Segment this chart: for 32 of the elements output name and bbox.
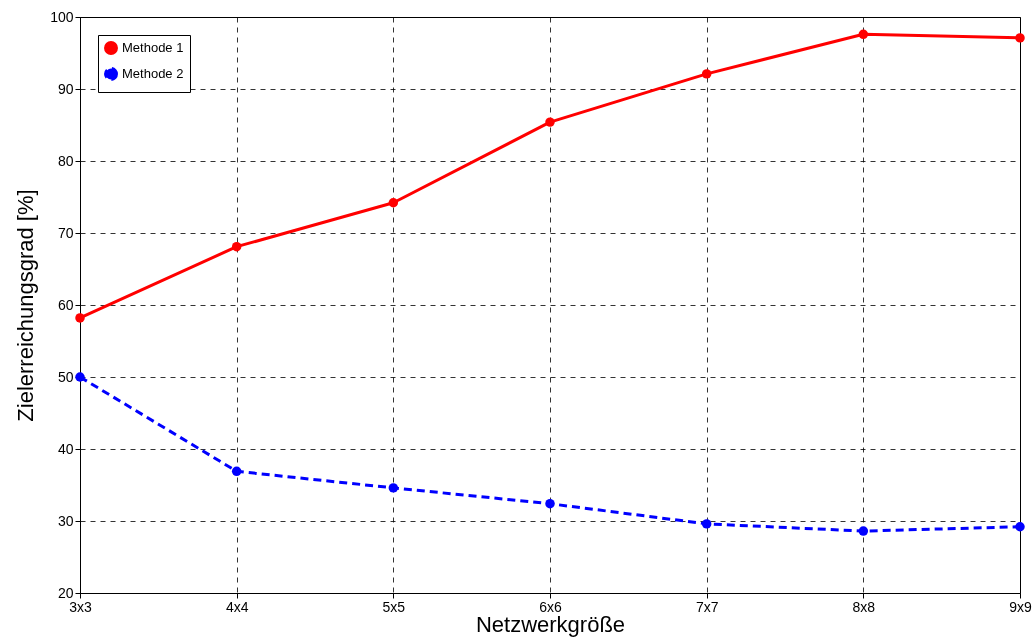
point [1015, 33, 1025, 43]
point [1015, 522, 1025, 532]
point [858, 526, 869, 536]
legend-label: Methode 1 [122, 40, 184, 55]
x-tick-label: 5x5 [382, 598, 406, 615]
y-tick-label: 90 [57, 80, 74, 97]
x-tick-label: 3x3 [69, 598, 92, 615]
point [701, 69, 712, 79]
point [701, 519, 712, 529]
y-tick-label: 80 [57, 152, 74, 169]
point [388, 483, 399, 493]
y-tick-label: 70 [57, 224, 74, 241]
y-axis-title: Zielerreichungsgrad [%] [13, 189, 39, 422]
point [545, 498, 555, 509]
point [231, 241, 242, 252]
y-tick-label: 50 [57, 368, 74, 385]
point [75, 372, 85, 382]
y-tick-label: 60 [57, 296, 74, 313]
legend-label: Methode 2 [122, 66, 184, 81]
x-tick-label: 7x7 [695, 598, 719, 615]
point [388, 198, 399, 208]
y-tick-label: 100 [50, 8, 74, 25]
y-tick-label: 40 [57, 440, 74, 457]
point [545, 117, 555, 127]
point [858, 29, 869, 40]
y-tick-label: 20 [57, 584, 74, 601]
point [75, 313, 85, 323]
x-tick-label: 4x4 [225, 598, 249, 615]
x-tick-label: 9x9 [1009, 598, 1032, 615]
x-tick-label: 8x8 [852, 598, 876, 615]
y-tick-label: 30 [57, 512, 74, 529]
point [231, 466, 242, 477]
